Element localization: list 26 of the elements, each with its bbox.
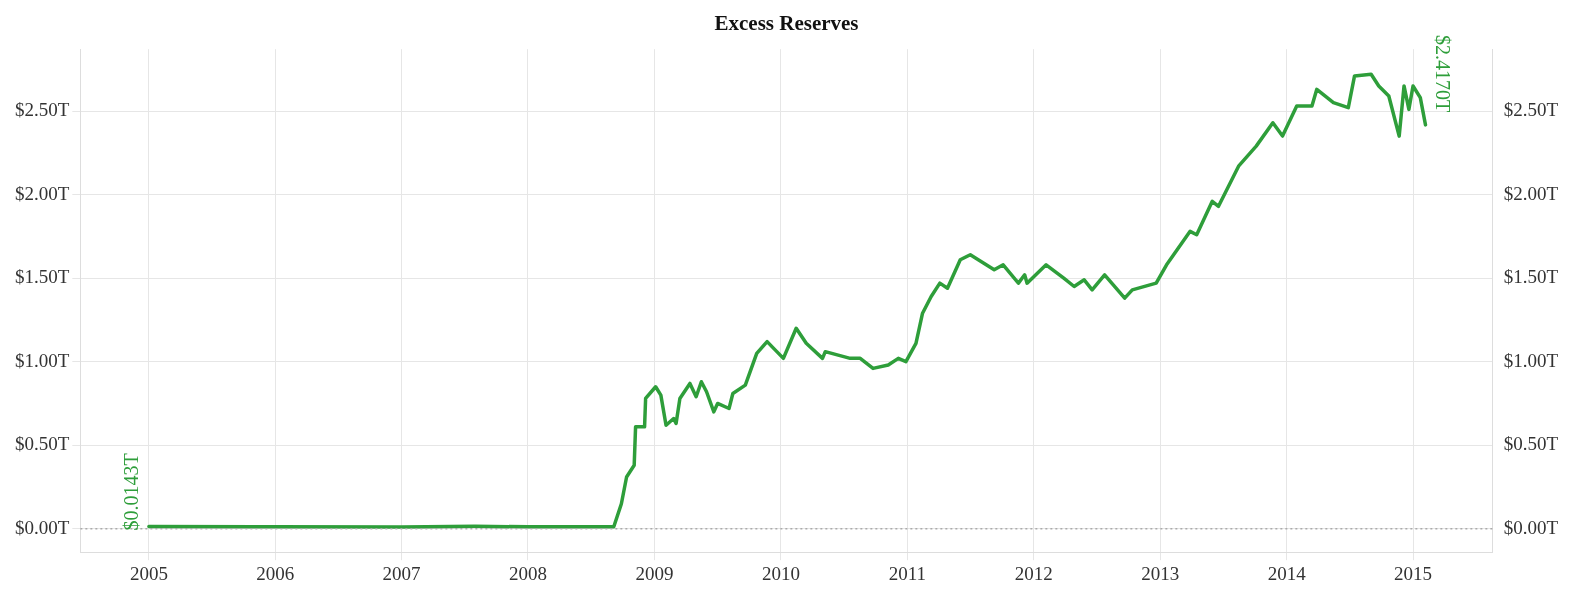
annotation: $0.0143T	[120, 453, 143, 531]
x-tick-label: 2013	[1141, 562, 1180, 584]
x-tick-label: 2009	[635, 562, 674, 584]
y2-tick-label: $0.50T	[1503, 433, 1559, 455]
annotation: $2.4170T	[1432, 34, 1455, 113]
y-tick-label: $0.50T	[15, 433, 70, 455]
chart-title: Excess Reserves	[714, 11, 859, 36]
x-tick-label: 2015	[1394, 562, 1433, 584]
x-tick-label: 2011	[888, 562, 926, 584]
y2-tick-label: $1.50T	[1503, 266, 1559, 288]
y-tick-label: $1.50T	[15, 266, 70, 288]
x-tick-label: 2010	[761, 562, 800, 584]
x-tick-label: 2007	[382, 562, 421, 584]
y-tick-label: $1.00T	[15, 349, 70, 371]
x-tick-label: 2012	[1014, 562, 1053, 584]
x-tick-label: 2005	[129, 562, 168, 584]
y2-tick-label: $0.00T	[1503, 516, 1559, 538]
y-tick-label: $2.50T	[15, 99, 70, 121]
x-tick-label: 2006	[256, 562, 295, 584]
x-tick-label: 2008	[508, 562, 547, 584]
y2-tick-label: $2.50T	[1503, 99, 1559, 121]
y-tick-label: $0.00T	[15, 516, 70, 538]
y-tick-label: $2.00T	[15, 182, 70, 204]
x-tick-label: 2014	[1267, 562, 1307, 584]
y2-tick-label: $1.00T	[1503, 349, 1559, 371]
y2-tick-label: $2.00T	[1503, 182, 1559, 204]
